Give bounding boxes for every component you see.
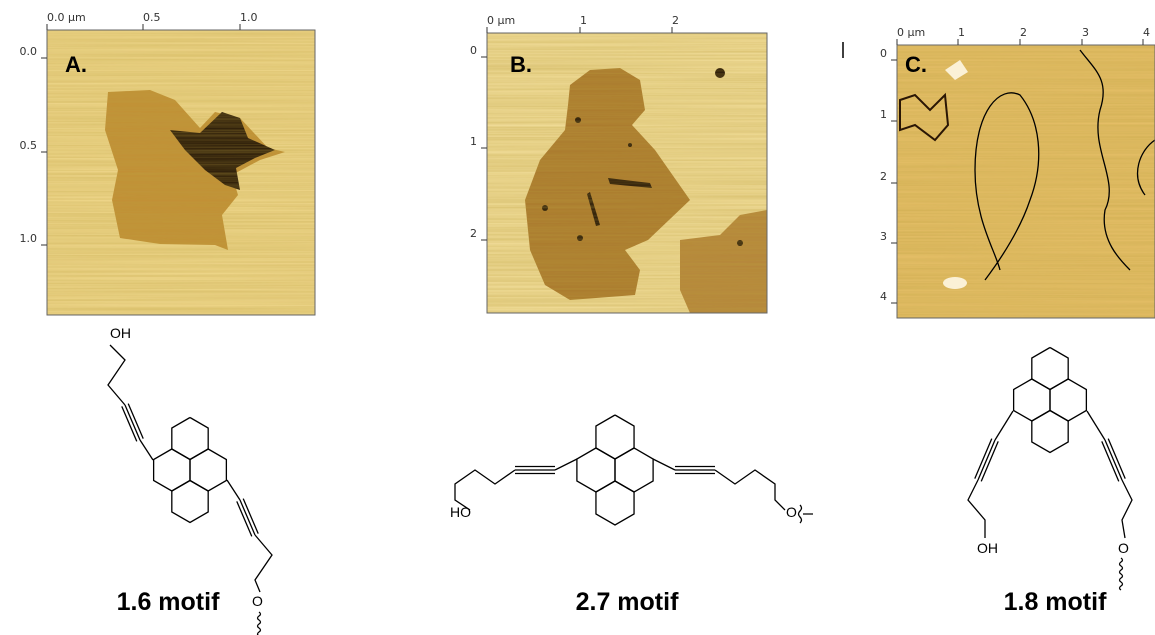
atom-label: O bbox=[1118, 540, 1129, 556]
bond bbox=[596, 481, 634, 525]
y-tick-label: 4 bbox=[880, 290, 887, 303]
x-tick-label: 1 bbox=[958, 26, 965, 39]
atom-label: OH bbox=[110, 325, 131, 341]
panel-label: C. bbox=[905, 52, 927, 77]
caption: 1.6 motif bbox=[117, 588, 220, 616]
bond bbox=[140, 440, 153, 460]
bond bbox=[995, 411, 1013, 440]
bond bbox=[653, 459, 675, 470]
bond bbox=[981, 441, 998, 481]
y-tick-label: 3 bbox=[880, 230, 887, 243]
bond bbox=[172, 481, 208, 523]
bond bbox=[172, 418, 208, 460]
bond bbox=[1032, 348, 1068, 390]
bond bbox=[1105, 440, 1122, 480]
figure: OH O HO O OH O 1.6 motif 2.7 motif 1.8 m… bbox=[0, 0, 1155, 635]
wavy-bond bbox=[258, 612, 261, 635]
bond bbox=[255, 535, 272, 592]
bond bbox=[1102, 441, 1119, 481]
wavy-bond bbox=[799, 505, 814, 523]
y-tick-label: 0 bbox=[470, 44, 477, 57]
x-tick-label: 0 µm bbox=[487, 14, 515, 27]
bond bbox=[1087, 411, 1105, 440]
x-tick-label: 1 bbox=[580, 14, 587, 27]
x-tick-label: 0 µm bbox=[897, 26, 925, 39]
bond bbox=[978, 440, 995, 480]
atom-label: HO bbox=[450, 504, 471, 520]
x-tick-label: 0.0 µm bbox=[47, 11, 86, 24]
y-tick-label: 2 bbox=[880, 170, 887, 183]
bond bbox=[240, 500, 255, 535]
x-tick-label: 0.5 bbox=[143, 11, 161, 24]
bond bbox=[128, 404, 143, 439]
wavy-bond bbox=[1120, 558, 1123, 590]
caption: 2.7 motif bbox=[576, 588, 679, 616]
panel-label: A. bbox=[65, 52, 87, 77]
bond bbox=[1014, 379, 1050, 421]
atom-label: OH bbox=[977, 540, 998, 556]
bond bbox=[715, 470, 785, 510]
bond bbox=[1032, 411, 1068, 453]
bond bbox=[555, 459, 577, 470]
bond bbox=[596, 415, 634, 459]
bond bbox=[227, 480, 240, 500]
bond bbox=[1108, 439, 1125, 479]
x-tick-label: 4 bbox=[1143, 26, 1150, 39]
bond bbox=[1122, 480, 1132, 538]
bond bbox=[615, 448, 653, 492]
bond bbox=[122, 406, 137, 441]
bond bbox=[237, 501, 252, 536]
bond bbox=[968, 480, 985, 538]
bond bbox=[975, 439, 992, 479]
bond bbox=[243, 499, 258, 534]
atom-label: O bbox=[252, 593, 263, 609]
y-tick-label: 0.0 bbox=[20, 45, 38, 58]
y-tick-label: 1 bbox=[470, 135, 477, 148]
atom-label: O bbox=[786, 504, 797, 520]
y-tick-label: 2 bbox=[470, 227, 477, 240]
bond bbox=[1050, 379, 1086, 421]
y-tick-label: 1.0 bbox=[20, 232, 38, 245]
afm-image-a bbox=[47, 30, 315, 315]
caption: 1.8 motif bbox=[1004, 588, 1107, 616]
x-tick-label: 2 bbox=[1020, 26, 1027, 39]
bond bbox=[108, 345, 125, 405]
y-tick-label: 1 bbox=[880, 108, 887, 121]
y-tick-label: 0 bbox=[880, 47, 887, 60]
x-tick-label: 1.0 bbox=[240, 11, 258, 24]
x-tick-label: 2 bbox=[672, 14, 679, 27]
bond bbox=[154, 449, 190, 491]
x-tick-label: 3 bbox=[1082, 26, 1089, 39]
bond bbox=[577, 448, 615, 492]
y-tick-label: 0.5 bbox=[20, 139, 38, 152]
bond bbox=[125, 405, 140, 440]
bond bbox=[190, 449, 226, 491]
panel-label: B. bbox=[510, 52, 532, 77]
afm-image-c bbox=[897, 45, 1155, 318]
